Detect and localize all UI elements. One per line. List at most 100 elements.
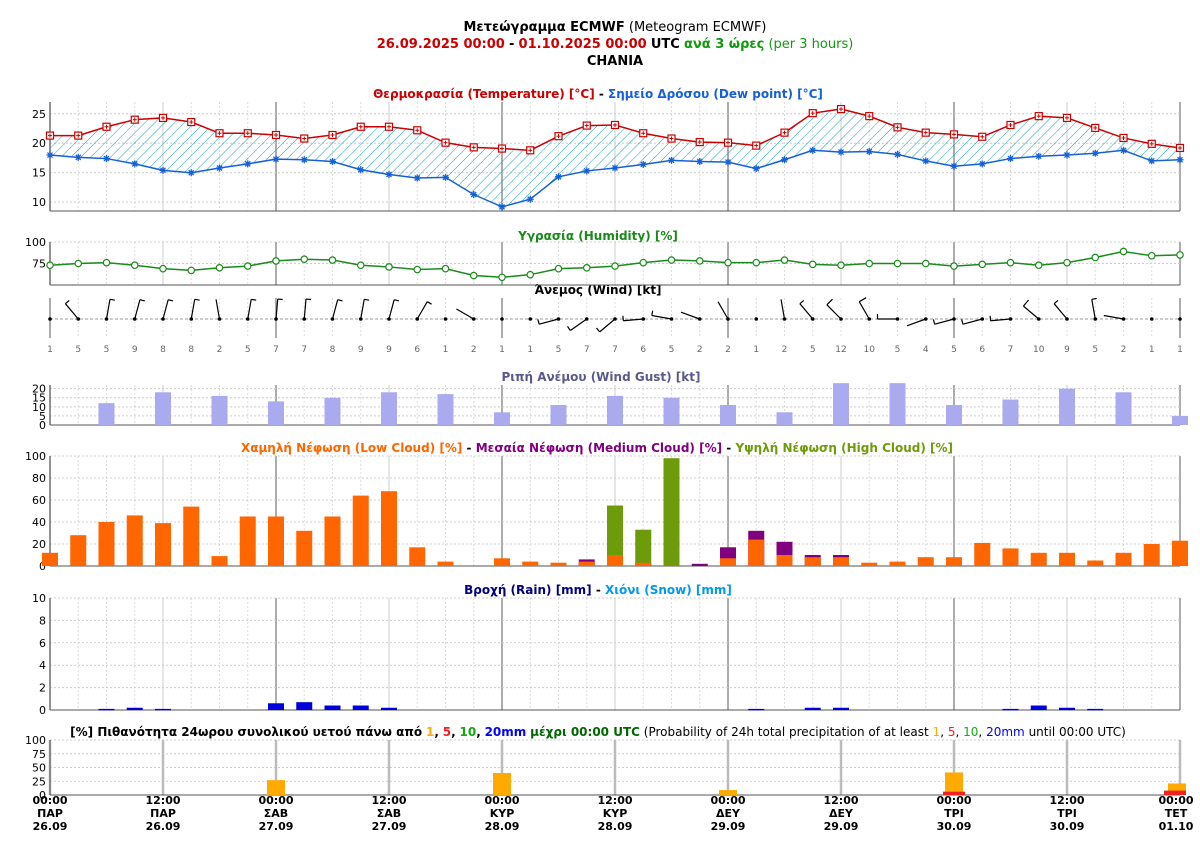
xaxis-day-label: ΠΑΡ [37, 807, 63, 820]
low-cloud-bar [1143, 544, 1160, 566]
dew-point-marker [159, 166, 167, 174]
gust-bar [211, 395, 228, 425]
gust-bar [720, 405, 736, 425]
humidity-marker [498, 273, 506, 282]
prob-1mm-bar [493, 773, 511, 795]
wind-barb-dot [528, 317, 533, 321]
wind-barb-shaft [539, 318, 559, 325]
dew-point-marker [385, 170, 393, 178]
wind-barb-shaft [388, 299, 395, 320]
wind-barb-shaft [331, 299, 339, 320]
wind-speed-label: 7 [273, 345, 279, 355]
wind-barb-shaft [780, 299, 786, 320]
wind-barb-shaft [570, 318, 588, 331]
wind-barb-feather [139, 299, 145, 302]
high-cloud-bar [663, 458, 680, 566]
dew-point-marker [1176, 156, 1184, 164]
humidity-marker [356, 261, 365, 270]
prob-title-d: until 00:00 UTC) [1029, 725, 1126, 739]
header-date-dash: - [509, 37, 514, 52]
prob-ytick-label: 75 [32, 748, 46, 761]
low-cloud-bar [296, 530, 313, 566]
low-cloud-bar [861, 562, 878, 566]
wind-speed-label: 1 [1149, 345, 1155, 355]
wind-barb-shaft [360, 299, 365, 320]
gust-bar [663, 397, 680, 425]
low-cloud-bar [889, 561, 906, 566]
humidity-marker [950, 262, 958, 270]
dew-point-marker [526, 195, 534, 203]
rain-bar [833, 707, 849, 710]
humidity-marker [1176, 251, 1184, 259]
header-line-1: Μετεώγραμμα ECMWF (Meteogram ECMWF) [463, 20, 766, 35]
wind-speed-label: 2 [471, 345, 477, 355]
header-title-en: (Meteogram ECMWF) [629, 20, 767, 35]
wind-speed-label: 2 [725, 345, 731, 355]
dew-point-marker [1007, 155, 1014, 163]
humidity-marker [1119, 247, 1128, 256]
low-cloud-bar [522, 561, 539, 566]
rain-ytick-label: 0 [39, 704, 46, 717]
humidity-marker [46, 261, 54, 270]
gust-bar [833, 383, 849, 425]
humidity-marker [526, 270, 535, 279]
xaxis-date-label: 29.09 [711, 820, 746, 833]
wind-speed-label: 9 [358, 345, 364, 355]
wind-barb-feather [567, 326, 571, 331]
low-cloud-bar [720, 558, 736, 566]
dew-point-marker [1091, 149, 1099, 157]
humidity-marker [752, 258, 761, 267]
cloud-ytick-label: 40 [32, 516, 46, 529]
wind-barb-feather [337, 299, 343, 302]
rain-bar [126, 707, 143, 710]
dew-point-marker [639, 160, 647, 168]
wind-barb-shaft [162, 299, 169, 320]
header-utc: UTC [651, 37, 680, 52]
temp-dew-hatch-area [50, 109, 1180, 207]
dew-point-marker [555, 173, 562, 181]
dew-point-marker [696, 158, 704, 166]
wind-barb-feather [537, 319, 540, 325]
rain-title: Βροχή (Rain) [mm] [464, 583, 592, 597]
wind-barb-dot [1149, 317, 1154, 321]
dew-point-marker [978, 160, 986, 168]
prob-1mm-bar [267, 780, 285, 795]
prob-title-t10: 10 [459, 725, 476, 739]
high-cloud-bar [635, 529, 652, 566]
wind-barb-shaft [990, 318, 1011, 322]
prob-legend-c3: , [978, 725, 982, 739]
prob-title-b: μέχρι 00:00 UTC [530, 725, 640, 739]
low-cloud-bar [635, 562, 652, 566]
prob-legend-1: 1 [933, 725, 941, 739]
header-title: Μετεώγραμμα ECMWF [463, 20, 624, 35]
prob-title-c2: , [451, 725, 456, 739]
wind-barb-shaft [962, 318, 983, 325]
humidity-marker [611, 262, 619, 270]
low-cloud-bar [98, 522, 115, 566]
wind-speed-label: 9 [132, 345, 138, 355]
temp-ytick-label: 10 [32, 196, 46, 209]
gust-ytick-label: 5 [39, 410, 46, 423]
dew-point-marker [1035, 152, 1043, 160]
gust-bar [155, 392, 171, 425]
low-cloud-bar [126, 515, 143, 566]
snow-title: Χιόνι (Snow) [mm] [605, 583, 732, 597]
dew-point-marker [724, 158, 732, 166]
dew-point-marker [583, 167, 591, 175]
wind-barb-shaft [934, 318, 955, 325]
humidity-marker [582, 263, 591, 272]
gust-bar [1115, 392, 1132, 425]
xaxis-time-label: 12:00 [597, 794, 632, 807]
xaxis-date-label: 30.09 [937, 820, 972, 833]
wind-barb-feather [932, 319, 936, 325]
wind-barb-feather [109, 298, 116, 301]
rain-ytick-label: 6 [39, 637, 46, 650]
prob-title-a: [%] Πιθανότητα 24ωρου συνολικού υετού πά… [70, 725, 422, 739]
dew-point-marker [752, 165, 760, 173]
humidity-marker [328, 256, 337, 264]
humidity-marker [1091, 253, 1100, 262]
xaxis-day-label: ΔΕΥ [829, 807, 854, 820]
xaxis-date-label: 01.10 [1159, 820, 1194, 833]
xaxis-time-label: 00:00 [1158, 794, 1193, 807]
xaxis-day-label: ΚΥΡ [490, 807, 515, 820]
